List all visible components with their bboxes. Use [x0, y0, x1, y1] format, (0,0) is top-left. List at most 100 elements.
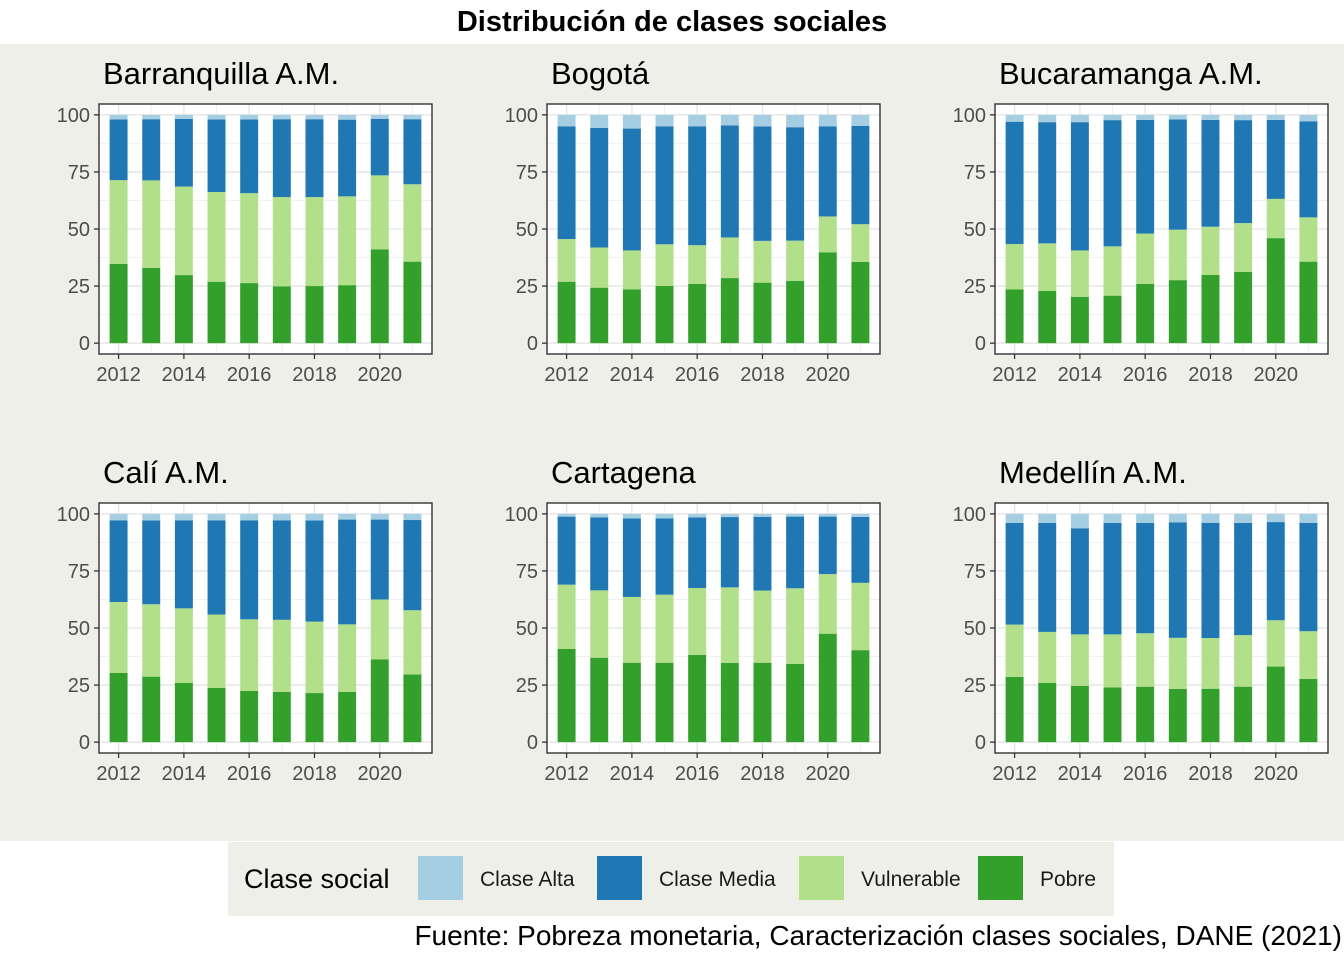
bar-clase-media-2021: [1299, 121, 1318, 218]
bar-clase-media-2012: [1005, 121, 1024, 245]
y-tick-label: 25: [964, 276, 986, 298]
facet-medellin-a-m: Medellín A.M. 0 25 50 75 100 2012 2014 2016 2018 2…: [953, 455, 1329, 785]
bar-clase-alta-2019: [1234, 114, 1253, 121]
bar-clase-media-2012: [1005, 522, 1024, 625]
y-tick-label: 75: [964, 162, 986, 184]
bar-clase-alta-2018: [1201, 513, 1220, 523]
bar-pobre-2017: [1168, 688, 1187, 743]
y-tick-label: 50: [516, 618, 538, 640]
bar-clase-alta-2021: [1299, 513, 1318, 523]
bar-vulnerable-2016: [1136, 233, 1155, 285]
bar-pobre-2017: [720, 278, 739, 344]
y-tick-label: 100: [57, 504, 90, 526]
bar-pobre-2015: [207, 687, 226, 743]
legend: Clase social Clase Alta Clase Media Vuln…: [228, 842, 1114, 916]
y-tick-label: 25: [516, 276, 538, 298]
x-tick-label: 2016: [1123, 364, 1168, 386]
bar-clase-media-2015: [655, 126, 674, 245]
bar-clase-media-2016: [1136, 119, 1155, 234]
bar-vulnerable-2021: [1299, 217, 1318, 262]
bar-clase-media-2015: [1103, 522, 1122, 635]
x-tick-label: 2020: [806, 763, 851, 785]
bar-clase-alta-2021: [403, 513, 422, 521]
bar-pobre-2016: [240, 691, 259, 743]
bar-clase-media-2017: [272, 119, 291, 198]
bar-pobre-2020: [370, 249, 389, 344]
y-tick-label: 100: [953, 504, 986, 526]
bar-clase-media-2021: [403, 520, 422, 611]
bar-vulnerable-2018: [753, 590, 772, 663]
y-tick-label: 50: [68, 618, 90, 640]
bar-pobre-2018: [1201, 274, 1220, 344]
bar-clase-alta-2012: [109, 114, 128, 120]
bar-vulnerable-2015: [207, 192, 226, 282]
bar-vulnerable-2019: [786, 588, 805, 664]
bar-clase-alta-2015: [1103, 513, 1122, 523]
bar-clase-alta-2019: [338, 114, 357, 120]
bar-pobre-2020: [818, 252, 837, 344]
bar-vulnerable-2019: [786, 240, 805, 281]
bar-clase-media-2013: [142, 520, 161, 605]
bar-vulnerable-2014: [622, 250, 641, 290]
legend-label-pobre: Pobre: [1040, 868, 1097, 891]
bar-clase-alta-2012: [557, 114, 576, 127]
x-tick-label: 2020: [358, 763, 403, 785]
legend-key-clase-media: [597, 856, 642, 900]
bar-pobre-2021: [1299, 678, 1318, 743]
bar-clase-alta-2019: [786, 114, 805, 128]
bar-clase-media-2012: [109, 520, 128, 602]
bar-vulnerable-2020: [1266, 198, 1285, 239]
bar-pobre-2016: [688, 654, 707, 743]
bar-vulnerable-2019: [1234, 635, 1253, 687]
bar-vulnerable-2019: [338, 196, 357, 286]
bar-vulnerable-2018: [305, 621, 324, 694]
bar-clase-alta-2021: [851, 513, 870, 517]
y-tick-label: 75: [68, 561, 90, 583]
bar-vulnerable-2012: [109, 180, 128, 264]
bar-pobre-2021: [1299, 261, 1318, 344]
bar-pobre-2018: [305, 693, 324, 743]
y-tick-label: 75: [964, 561, 986, 583]
bar-clase-alta-2017: [1168, 513, 1187, 523]
bar-clase-alta-2017: [272, 114, 291, 120]
bar-vulnerable-2019: [1234, 223, 1253, 272]
bar-pobre-2017: [1168, 280, 1187, 344]
x-tick-label: 2012: [992, 364, 1037, 386]
bar-clase-alta-2014: [174, 114, 193, 119]
bar-vulnerable-2018: [753, 240, 772, 283]
bar-pobre-2014: [1070, 685, 1089, 743]
y-tick-label: 100: [505, 105, 538, 127]
bar-pobre-2019: [1234, 686, 1253, 743]
x-tick-label: 2012: [96, 763, 141, 785]
bar-pobre-2012: [1005, 676, 1024, 743]
bar-clase-alta-2013: [142, 114, 161, 120]
x-tick-label: 2014: [162, 763, 207, 785]
bar-pobre-2019: [786, 280, 805, 344]
bar-clase-alta-2014: [622, 114, 641, 129]
bar-vulnerable-2012: [557, 239, 576, 282]
x-tick-label: 2018: [292, 364, 337, 386]
bar-clase-alta-2017: [1168, 114, 1187, 120]
bar-pobre-2017: [720, 662, 739, 743]
bar-vulnerable-2013: [142, 180, 161, 268]
bar-clase-media-2015: [207, 119, 226, 193]
y-tick-label: 50: [964, 618, 986, 640]
facet-bogota: Bogotá 0 25 50 75 100 2012 2014 2016 2018 2020: [505, 56, 881, 386]
bar-pobre-2020: [370, 659, 389, 743]
bar-clase-alta-2018: [305, 114, 324, 120]
y-tick-label: 100: [505, 504, 538, 526]
bar-vulnerable-2018: [1201, 226, 1220, 275]
bar-pobre-2015: [1103, 295, 1122, 344]
bar-clase-media-2017: [1168, 522, 1187, 638]
bar-clase-alta-2015: [207, 114, 226, 120]
x-tick-label: 2016: [227, 763, 272, 785]
bar-vulnerable-2021: [403, 184, 422, 262]
bar-vulnerable-2017: [720, 237, 739, 279]
bar-clase-media-2016: [240, 119, 259, 194]
bar-vulnerable-2020: [818, 574, 837, 634]
bar-clase-media-2013: [590, 517, 609, 591]
y-tick-label: 25: [68, 675, 90, 697]
bar-clase-media-2017: [1168, 119, 1187, 230]
bar-clase-alta-2015: [1103, 114, 1122, 121]
bar-pobre-2013: [1038, 290, 1057, 344]
